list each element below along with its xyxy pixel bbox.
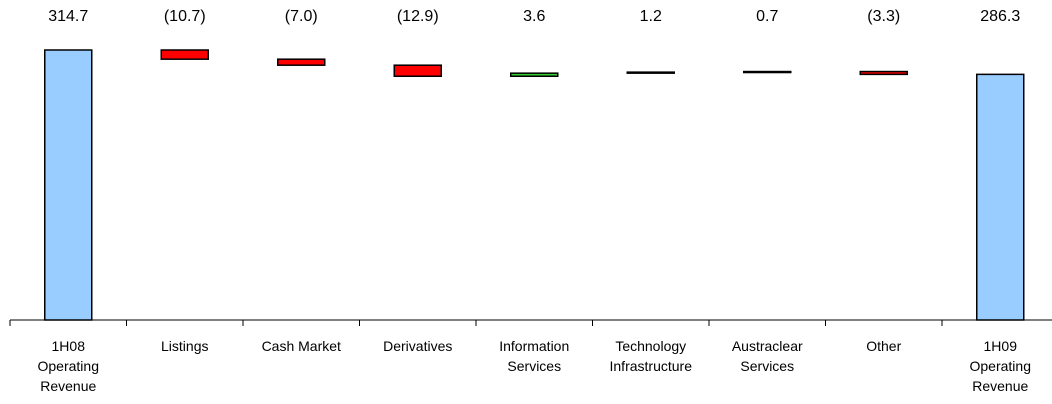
x-tick-label: Technology Infrastructure [609, 338, 692, 374]
value-label: (12.9) [396, 8, 439, 25]
bar [510, 72, 559, 78]
x-tick-label: Derivatives [383, 338, 453, 354]
bar [859, 70, 908, 76]
x-tick-label: Information Services [499, 338, 570, 374]
value-label: 1.2 [639, 8, 662, 25]
bar [393, 64, 442, 78]
x-tick-label: 1H08 Operating Revenue [37, 338, 99, 394]
bar [160, 49, 209, 60]
x-tick-label: Other [866, 338, 902, 354]
x-tick-label: Listings [161, 338, 209, 354]
value-label: (7.0) [284, 8, 318, 25]
value-label: 314.7 [48, 8, 89, 25]
x-tick-label: 1H09 Operating Revenue [969, 338, 1031, 394]
value-label: (10.7) [163, 8, 206, 25]
value-label: (3.3) [867, 8, 901, 25]
bar [277, 58, 326, 66]
value-label: 0.7 [756, 8, 779, 25]
bar [743, 70, 792, 74]
bar [44, 49, 93, 321]
value-label: 286.3 [980, 8, 1021, 25]
value-label: 3.6 [523, 8, 546, 25]
bar [626, 71, 675, 74]
x-tick-label: Cash Market [261, 338, 341, 354]
bar [976, 73, 1025, 321]
x-tick-label: Austraclear Services [731, 338, 803, 374]
